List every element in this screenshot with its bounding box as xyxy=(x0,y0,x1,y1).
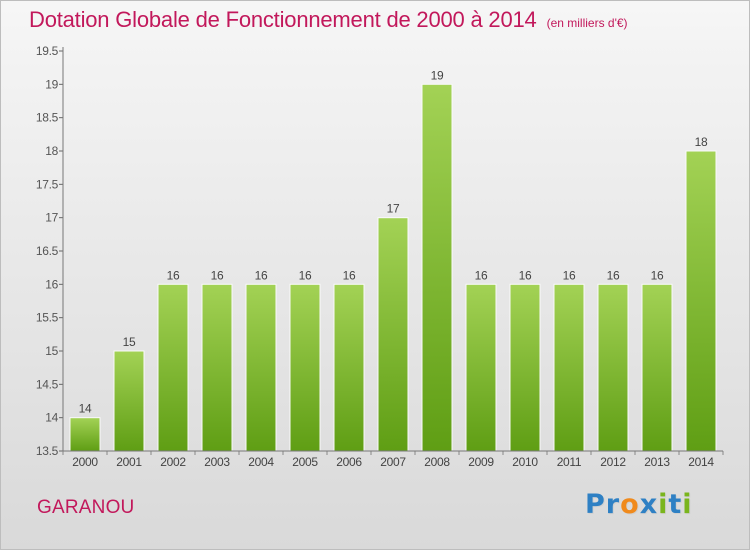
y-tick-label: 17.5 xyxy=(36,177,59,191)
bar xyxy=(509,283,541,452)
bar xyxy=(377,217,409,452)
bar-value-label: 16 xyxy=(651,268,664,282)
bar xyxy=(289,283,321,452)
bar-value-label: 14 xyxy=(79,402,92,416)
y-tick-label: 14 xyxy=(45,411,58,425)
bar-value-label: 19 xyxy=(431,68,444,82)
logo-letter: o xyxy=(620,489,640,520)
bar xyxy=(597,283,629,452)
bar xyxy=(113,350,145,452)
logo-letter: t xyxy=(668,489,683,520)
y-tick-label: 15 xyxy=(45,344,58,358)
bar xyxy=(421,83,453,452)
x-tick-label: 2001 xyxy=(116,455,142,469)
chart-title-block: Dotation Globale de Fonctionnement de 20… xyxy=(29,7,628,33)
commune-name: GARANOU xyxy=(37,497,135,518)
x-tick-label: 2000 xyxy=(72,455,98,469)
chart-title: Dotation Globale de Fonctionnement de 20… xyxy=(29,7,537,32)
bar-value-label: 18 xyxy=(695,135,708,149)
x-tick-label: 2002 xyxy=(160,455,186,469)
x-tick-label: 2010 xyxy=(512,455,538,469)
y-tick-label: 18 xyxy=(45,144,58,158)
bar-value-label: 16 xyxy=(519,268,532,282)
y-tick-label: 19.5 xyxy=(36,44,59,58)
x-tick-label: 2007 xyxy=(380,455,406,469)
bar-value-label: 16 xyxy=(211,268,224,282)
y-tick-label: 18.5 xyxy=(36,111,59,125)
chart-unit: (en milliers d'€) xyxy=(546,16,628,30)
logo-letter: x xyxy=(639,489,659,520)
bar xyxy=(201,283,233,452)
bar-value-label: 16 xyxy=(167,268,180,282)
bar xyxy=(465,283,497,452)
bar xyxy=(641,283,673,452)
bar-value-label: 16 xyxy=(343,268,356,282)
bar xyxy=(157,283,189,452)
y-tick-label: 16.5 xyxy=(36,244,59,258)
bar xyxy=(685,150,717,452)
x-tick-label: 2004 xyxy=(248,455,274,469)
y-tick-label: 17 xyxy=(45,211,58,225)
x-tick-label: 2013 xyxy=(644,455,670,469)
bar-value-label: 16 xyxy=(475,268,488,282)
logo-letter: r xyxy=(605,489,621,520)
x-tick-label: 2009 xyxy=(468,455,494,469)
x-tick-label: 2011 xyxy=(557,455,582,469)
logo-letter: i xyxy=(682,489,693,520)
x-axis-ticks: 2000 2001 2002 2003 2004 2005 2006 2007 2008 2009… xyxy=(62,451,724,469)
bar-value-label: 15 xyxy=(123,335,136,349)
y-tick-label: 13.5 xyxy=(36,444,59,458)
y-tick-label: 16 xyxy=(45,277,58,291)
bar-value-label: 16 xyxy=(255,268,268,282)
x-tick-label: 2012 xyxy=(600,455,626,469)
bar xyxy=(69,417,101,452)
bar xyxy=(553,283,585,452)
bar-value-label: 16 xyxy=(299,268,312,282)
x-tick-label: 2003 xyxy=(204,455,230,469)
y-tick-label: 19 xyxy=(45,77,58,91)
x-tick-label: 2014 xyxy=(688,455,714,469)
y-axis-ticks: 13.5 14 14.5 15 15.5 16 16.5 17 17.5 18 18.5 19 19.5 xyxy=(36,44,63,458)
proxiti-logo: Proxiti xyxy=(585,489,693,520)
bar xyxy=(245,283,277,452)
x-tick-label: 2005 xyxy=(292,455,318,469)
bar-value-label: 16 xyxy=(563,268,576,282)
x-tick-label: 2008 xyxy=(424,455,450,469)
y-tick-label: 14.5 xyxy=(36,377,59,391)
bars-group: 14 15 16 16 16 16 16 17 19 16 16 16 16 16 18 xyxy=(69,68,717,452)
x-tick-label: 2006 xyxy=(336,455,362,469)
axes xyxy=(62,47,723,452)
logo-letter: i xyxy=(658,489,669,520)
logo-letter: P xyxy=(585,489,606,520)
y-tick-label: 15.5 xyxy=(36,311,59,325)
bar-value-label: 17 xyxy=(387,202,400,216)
bar xyxy=(333,283,365,452)
bar-value-label: 16 xyxy=(607,268,620,282)
